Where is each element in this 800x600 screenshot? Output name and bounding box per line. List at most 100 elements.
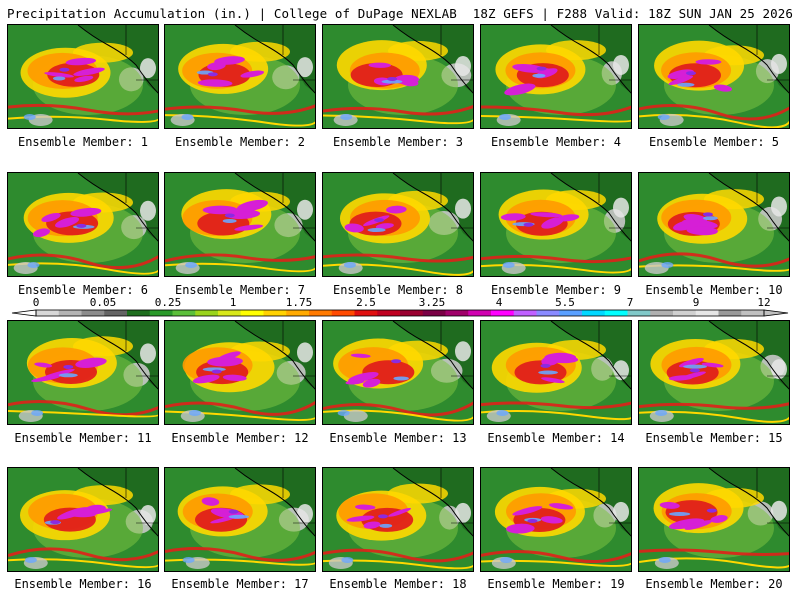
- colorbar-tick-label: 4: [495, 296, 503, 309]
- precip-map: [8, 173, 158, 276]
- ensemble-member-label: Ensemble Member: 17: [171, 577, 309, 591]
- ensemble-map-panel: [480, 467, 632, 572]
- ensemble-map-panel: [7, 467, 159, 572]
- colorbar-swatch: [218, 310, 242, 316]
- precip-map: [165, 321, 315, 424]
- ensemble-member-label: Ensemble Member: 4: [490, 135, 622, 149]
- colorbar-swatch: [81, 310, 105, 316]
- colorbar-swatch: [695, 310, 719, 316]
- colorbar-left-arrow: [11, 309, 37, 317]
- colorbar-tick-label: 2.5: [356, 296, 376, 309]
- run-info: 18Z GEFS | F288 Valid: 18Z SUN JAN 25 20…: [472, 6, 793, 21]
- colorbar-tick-label: 7: [626, 296, 634, 309]
- precip-map: [8, 321, 158, 424]
- ensemble-member-label: Ensemble Member: 9: [490, 283, 622, 297]
- ensemble-map-panel: [480, 172, 632, 277]
- precip-map: [481, 173, 631, 276]
- colorbar-swatch: [627, 310, 651, 316]
- colorbar-swatch: [536, 310, 560, 316]
- colorbar-swatch: [377, 310, 401, 316]
- colorbar-swatch: [127, 310, 151, 316]
- precip-map: [481, 25, 631, 128]
- ensemble-map-panel: [322, 24, 474, 129]
- map-title: Precipitation Accumulation (in.) | Colle…: [7, 6, 457, 21]
- precip-map: [639, 173, 789, 276]
- colorbar-swatch: [331, 310, 355, 316]
- ensemble-map-panel: [7, 320, 159, 425]
- precip-map: [639, 25, 789, 128]
- colorbar-swatch: [172, 310, 196, 316]
- ensemble-member-label: Ensemble Member: 3: [332, 135, 464, 149]
- ensemble-member-label: Ensemble Member: 2: [174, 135, 306, 149]
- precip-map: [8, 25, 158, 128]
- colorbar-swatch: [673, 310, 697, 316]
- ensemble-member-label: Ensemble Member: 5: [648, 135, 780, 149]
- colorbar-swatch: [559, 310, 583, 316]
- ensemble-map-panel: [7, 24, 159, 129]
- ensemble-map-panel: [638, 172, 790, 277]
- ensemble-member-label: Ensemble Member: 10: [645, 283, 783, 297]
- colorbar-tick-label: 5.5: [555, 296, 575, 309]
- ensemble-member-label: Ensemble Member: 16: [14, 577, 152, 591]
- colorbar-swatch: [513, 310, 537, 316]
- ensemble-map-panel: [164, 172, 316, 277]
- ensemble-member-label: Ensemble Member: 11: [14, 431, 152, 445]
- precip-map: [165, 468, 315, 571]
- precip-map: [323, 321, 473, 424]
- precip-map: [323, 25, 473, 128]
- colorbar-tick-label: 12: [757, 296, 771, 309]
- ensemble-map-panel: [164, 467, 316, 572]
- colorbar-swatch: [718, 310, 742, 316]
- colorbar-swatch: [240, 310, 264, 316]
- ensemble-map-panel: [638, 24, 790, 129]
- ensemble-map-panel: [638, 467, 790, 572]
- ensemble-member-label: Ensemble Member: 7: [174, 283, 306, 297]
- colorbar-tick-label: 0.25: [154, 296, 182, 309]
- colorbar-tick-label: 3.25: [418, 296, 446, 309]
- ensemble-member-label: Ensemble Member: 19: [487, 577, 625, 591]
- colorbar-tick-label: 9: [692, 296, 700, 309]
- ensemble-map-panel: [638, 320, 790, 425]
- colorbar-tick-label: 0: [32, 296, 40, 309]
- colorbar-swatch: [263, 310, 287, 316]
- colorbar-frame: [35, 309, 765, 317]
- ensemble-map-panel: [322, 172, 474, 277]
- colorbar-swatch: [36, 310, 60, 316]
- ensemble-map-panel: [164, 320, 316, 425]
- colorbar-swatch: [491, 310, 515, 316]
- ensemble-map-panel: [322, 320, 474, 425]
- colorbar-tick-label: 1.75: [285, 296, 313, 309]
- precip-map: [481, 468, 631, 571]
- colorbar-swatch: [400, 310, 424, 316]
- colorbar-swatch: [286, 310, 310, 316]
- ensemble-member-label: Ensemble Member: 15: [645, 431, 783, 445]
- colorbar-swatch: [650, 310, 674, 316]
- colorbar-legend: [11, 309, 789, 317]
- precip-map: [481, 321, 631, 424]
- ensemble-member-label: Ensemble Member: 8: [332, 283, 464, 297]
- ensemble-member-label: Ensemble Member: 13: [329, 431, 467, 445]
- precip-map: [165, 25, 315, 128]
- ensemble-map-panel: [480, 320, 632, 425]
- colorbar-swatch: [354, 310, 378, 316]
- colorbar-right-arrow: [763, 309, 789, 317]
- colorbar-tick-label: 0.05: [89, 296, 117, 309]
- ensemble-member-label: Ensemble Member: 12: [171, 431, 309, 445]
- ensemble-map-panel: [480, 24, 632, 129]
- ensemble-map-panel: [322, 467, 474, 572]
- ensemble-member-label: Ensemble Member: 6: [17, 283, 149, 297]
- colorbar-swatch: [58, 310, 82, 316]
- precip-map: [639, 468, 789, 571]
- ensemble-map-panel: [164, 24, 316, 129]
- precip-map: [165, 173, 315, 276]
- ensemble-member-label: Ensemble Member: 14: [487, 431, 625, 445]
- ensemble-map-panel: [7, 172, 159, 277]
- colorbar-tick-label: 1: [229, 296, 237, 309]
- precip-map: [639, 321, 789, 424]
- precip-map: [323, 468, 473, 571]
- ensemble-member-label: Ensemble Member: 20: [645, 577, 783, 591]
- ensemble-member-label: Ensemble Member: 18: [329, 577, 467, 591]
- colorbar-swatch: [195, 310, 219, 316]
- precip-map: [323, 173, 473, 276]
- ensemble-member-label: Ensemble Member: 1: [17, 135, 149, 149]
